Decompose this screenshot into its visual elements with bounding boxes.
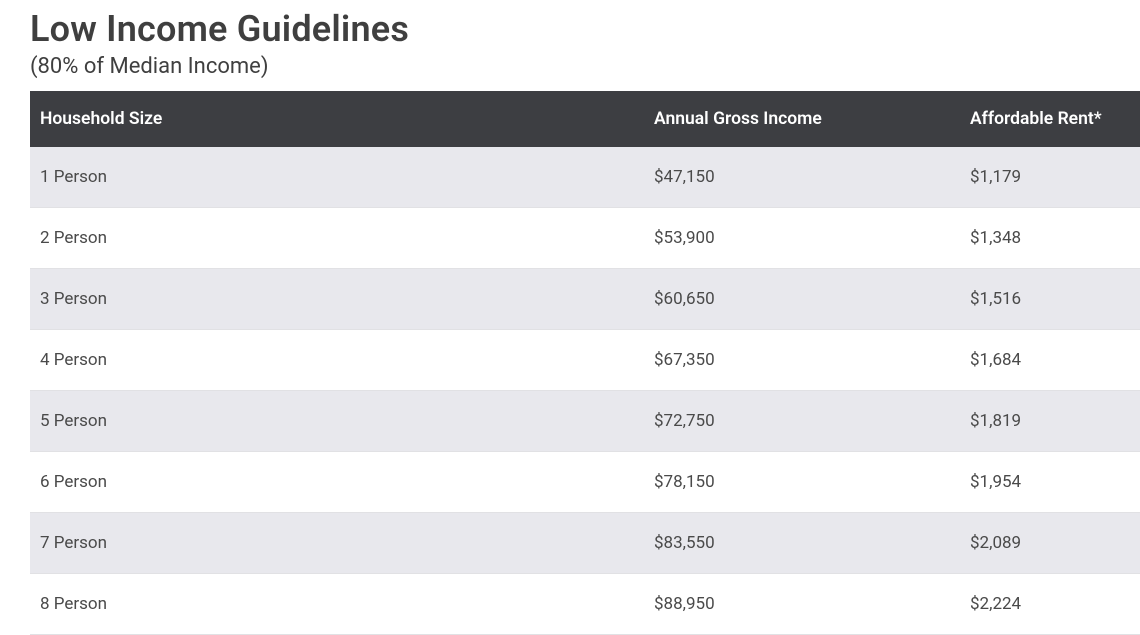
table-row: 3 Person $60,650 $1,516 <box>30 269 1140 330</box>
cell-household-size: 1 Person <box>30 147 644 208</box>
cell-annual-income: $60,650 <box>644 269 960 330</box>
table-row: 6 Person $78,150 $1,954 <box>30 452 1140 513</box>
col-header-affordable-rent: Affordable Rent* <box>960 91 1140 147</box>
table-row: 2 Person $53,900 $1,348 <box>30 208 1140 269</box>
cell-annual-income: $47,150 <box>644 147 960 208</box>
income-table: Household Size Annual Gross Income Affor… <box>30 91 1140 635</box>
cell-affordable-rent: $2,089 <box>960 513 1140 574</box>
table-row: 1 Person $47,150 $1,179 <box>30 147 1140 208</box>
cell-affordable-rent: $2,224 <box>960 574 1140 635</box>
cell-annual-income: $53,900 <box>644 208 960 269</box>
cell-affordable-rent: $1,348 <box>960 208 1140 269</box>
cell-affordable-rent: $1,954 <box>960 452 1140 513</box>
cell-household-size: 4 Person <box>30 330 644 391</box>
cell-annual-income: $67,350 <box>644 330 960 391</box>
table-row: 4 Person $67,350 $1,684 <box>30 330 1140 391</box>
cell-annual-income: $88,950 <box>644 574 960 635</box>
cell-household-size: 2 Person <box>30 208 644 269</box>
cell-affordable-rent: $1,684 <box>960 330 1140 391</box>
cell-annual-income: $78,150 <box>644 452 960 513</box>
cell-household-size: 5 Person <box>30 391 644 452</box>
table-row: 8 Person $88,950 $2,224 <box>30 574 1140 635</box>
cell-household-size: 6 Person <box>30 452 644 513</box>
page-subtitle: (80% of Median Income) <box>30 54 1140 79</box>
col-header-household-size: Household Size <box>30 91 644 147</box>
cell-household-size: 8 Person <box>30 574 644 635</box>
cell-annual-income: $72,750 <box>644 391 960 452</box>
table-header-row: Household Size Annual Gross Income Affor… <box>30 91 1140 147</box>
table-row: 7 Person $83,550 $2,089 <box>30 513 1140 574</box>
cell-affordable-rent: $1,819 <box>960 391 1140 452</box>
table-row: 5 Person $72,750 $1,819 <box>30 391 1140 452</box>
cell-household-size: 7 Person <box>30 513 644 574</box>
income-guidelines-panel: Low Income Guidelines (80% of Median Inc… <box>0 0 1140 635</box>
table-body: 1 Person $47,150 $1,179 2 Person $53,900… <box>30 147 1140 635</box>
col-header-annual-income: Annual Gross Income <box>644 91 960 147</box>
page-title: Low Income Guidelines <box>30 8 1140 50</box>
cell-household-size: 3 Person <box>30 269 644 330</box>
cell-annual-income: $83,550 <box>644 513 960 574</box>
cell-affordable-rent: $1,516 <box>960 269 1140 330</box>
cell-affordable-rent: $1,179 <box>960 147 1140 208</box>
